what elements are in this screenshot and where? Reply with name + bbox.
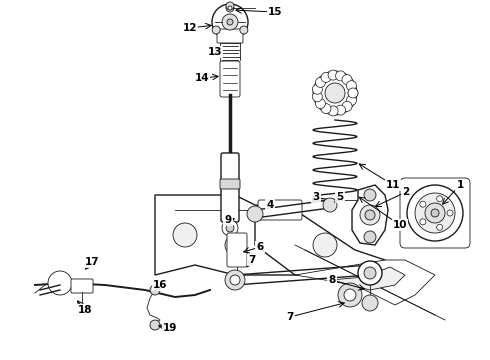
Circle shape [313,233,337,257]
FancyBboxPatch shape [220,61,240,97]
Circle shape [358,261,382,285]
Circle shape [150,320,160,330]
Circle shape [346,81,356,91]
Circle shape [336,71,345,81]
Text: 13: 13 [208,47,222,57]
Text: 2: 2 [402,187,410,197]
Circle shape [240,26,248,34]
Circle shape [328,70,338,80]
Circle shape [364,189,376,201]
Circle shape [338,283,362,307]
Circle shape [48,271,72,295]
Circle shape [323,198,337,212]
Circle shape [212,26,220,34]
Circle shape [321,72,331,82]
FancyBboxPatch shape [227,233,247,267]
Text: 19: 19 [163,323,177,333]
Circle shape [228,6,232,10]
Text: 5: 5 [336,192,343,202]
Text: 9: 9 [224,215,232,225]
Circle shape [407,185,463,241]
Text: 4: 4 [266,200,274,210]
Circle shape [431,209,439,217]
Circle shape [348,88,358,98]
Polygon shape [155,195,295,275]
Polygon shape [330,267,405,290]
Circle shape [321,104,331,114]
FancyBboxPatch shape [258,200,302,220]
Circle shape [313,71,357,115]
Circle shape [328,106,338,116]
Circle shape [447,210,453,216]
Text: 12: 12 [183,23,197,33]
Circle shape [420,219,426,225]
Circle shape [344,289,356,301]
Circle shape [222,220,238,236]
Text: 7: 7 [248,255,256,265]
Text: 17: 17 [85,257,99,267]
Circle shape [225,270,245,290]
Circle shape [230,275,240,285]
Circle shape [173,223,197,247]
Text: 18: 18 [78,305,92,315]
Circle shape [247,206,263,222]
Circle shape [437,196,442,202]
Circle shape [222,14,238,30]
Text: 3: 3 [313,192,319,202]
Circle shape [437,224,442,230]
Circle shape [150,285,160,295]
Text: 11: 11 [386,180,400,190]
Circle shape [313,84,322,94]
Circle shape [420,201,426,207]
Polygon shape [352,185,388,245]
Circle shape [316,99,325,109]
Circle shape [313,92,322,102]
Circle shape [225,235,245,255]
Text: 16: 16 [153,280,167,290]
Circle shape [364,231,376,243]
Circle shape [348,88,358,98]
Circle shape [362,295,378,311]
Text: 7: 7 [286,312,294,322]
Circle shape [336,105,345,115]
Text: 10: 10 [393,220,407,230]
Circle shape [212,4,248,40]
Circle shape [342,102,352,111]
Circle shape [365,210,375,220]
Text: 6: 6 [256,242,264,252]
Circle shape [227,19,233,25]
Text: 8: 8 [328,275,336,285]
Circle shape [226,224,234,232]
FancyBboxPatch shape [217,29,243,43]
Circle shape [316,77,325,87]
Circle shape [346,95,356,105]
Circle shape [364,267,376,279]
Circle shape [325,83,345,103]
Circle shape [226,4,234,12]
FancyBboxPatch shape [220,179,240,189]
Circle shape [360,205,380,225]
Polygon shape [295,260,435,305]
FancyBboxPatch shape [221,153,239,222]
Text: 1: 1 [456,180,464,190]
Polygon shape [255,210,385,275]
Circle shape [342,75,352,85]
Circle shape [415,193,455,233]
Circle shape [425,203,445,223]
Circle shape [226,2,234,10]
Text: 15: 15 [268,7,282,17]
FancyBboxPatch shape [71,279,93,293]
Text: 14: 14 [195,73,209,83]
